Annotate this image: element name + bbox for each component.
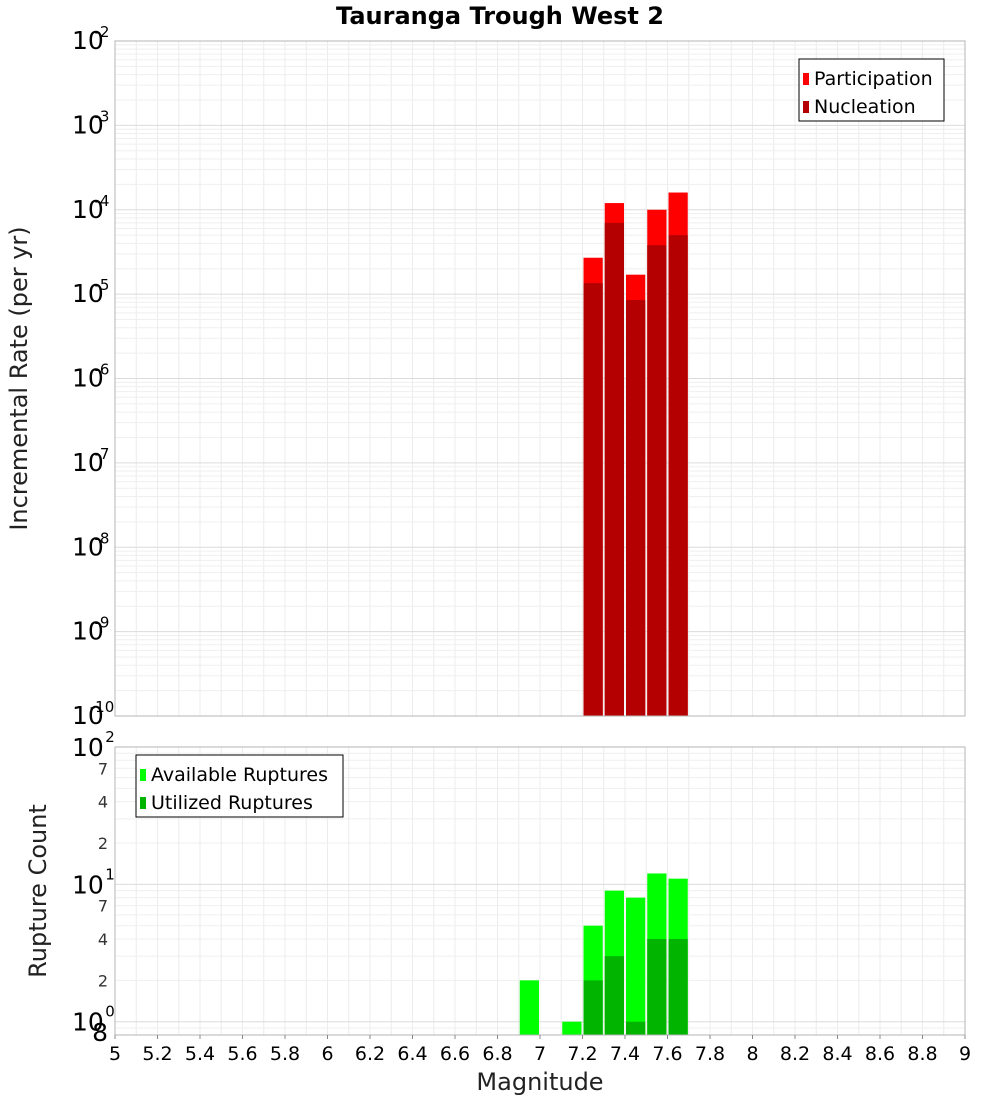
y-tick-label-base: 10	[72, 448, 104, 477]
x-tick-label: 5.2	[142, 1043, 172, 1065]
bar-available-ruptures	[519, 980, 539, 1035]
x-tick-label: 5.6	[227, 1043, 257, 1065]
x-tick-label: 6.4	[397, 1043, 427, 1065]
x-tick-label: 8.8	[907, 1043, 937, 1065]
x-tick-label: 8	[746, 1043, 758, 1065]
bar-nucleation	[668, 235, 688, 716]
y-tick-label-exponent: -4	[95, 192, 110, 210]
count-bars	[519, 873, 688, 1035]
y-tick-label-exponent: -2	[95, 23, 110, 41]
x-tick-label: 6.2	[355, 1043, 385, 1065]
legend-swatch	[803, 73, 809, 85]
y-tick-label-minor: 7	[98, 897, 108, 916]
y-tick-label-base: 10	[72, 1008, 104, 1037]
y-tick-label-base: 10	[72, 279, 104, 308]
y-tick-label-base: 10	[72, 733, 104, 762]
bar-utilized-ruptures	[604, 956, 624, 1035]
count-y-axis-label: Rupture Count	[24, 804, 52, 978]
legend-label: Participation	[814, 68, 933, 90]
bar-available-ruptures	[626, 897, 646, 1035]
bar-available-ruptures	[562, 1021, 582, 1035]
x-tick-label: 8.4	[822, 1043, 852, 1065]
x-tick-label: 8.2	[780, 1043, 810, 1065]
y-tick-label-exponent: -9	[95, 614, 110, 632]
x-tick-label: 6.8	[482, 1043, 512, 1065]
y-tick-label-minor: 8	[92, 1018, 108, 1047]
x-tick-label: 8.6	[865, 1043, 895, 1065]
y-tick-label-base: 10	[72, 532, 104, 561]
legend-label: Utilized Ruptures	[151, 792, 313, 814]
legend-label: Available Ruptures	[151, 764, 328, 786]
x-tick-label: 5	[109, 1043, 121, 1065]
y-tick-label-exponent: 0	[105, 1003, 115, 1021]
x-tick-label: 7.2	[567, 1043, 597, 1065]
chart-title: Tauranga Trough West 2	[336, 2, 664, 30]
y-tick-label-minor: 4	[98, 930, 108, 949]
bar-nucleation	[583, 283, 603, 716]
rate-y-axis-label: Incremental Rate (per yr)	[5, 226, 33, 530]
y-tick-label-base: 10	[72, 110, 104, 139]
x-tick-label: 7.4	[610, 1043, 640, 1065]
bar-nucleation	[626, 300, 646, 716]
y-tick-label-exponent: -5	[95, 276, 110, 294]
bar-nucleation	[647, 245, 667, 717]
x-tick-label: 5.8	[270, 1043, 300, 1065]
rate-bars	[583, 192, 688, 717]
y-tick-label-base: 10	[72, 870, 104, 899]
legend-swatch	[803, 101, 809, 113]
y-tick-label-base: 10	[72, 364, 104, 393]
legend-box	[135, 754, 344, 818]
y-tick-label-exponent: -10	[90, 698, 115, 716]
bar-utilized-ruptures	[626, 1021, 646, 1035]
legend-label: Nucleation	[814, 96, 916, 118]
magnitude-x-ticks: 5 5.2 5.4 5.6 5.8 6 6.2 6.4 6.6 6.8 7 7.2 7.4 7.6 7.8 8…	[109, 1035, 971, 1065]
x-tick-label: 6.6	[440, 1043, 470, 1065]
legend-swatch	[140, 797, 146, 809]
rate-legend: Participation Nucleation	[798, 58, 945, 122]
y-tick-label-minor: 7	[98, 759, 108, 778]
x-tick-label: 5.4	[185, 1043, 215, 1065]
legend-swatch	[140, 769, 146, 781]
y-tick-label-base: 10	[72, 26, 104, 55]
x-tick-label: 6	[321, 1043, 333, 1065]
bar-utilized-ruptures	[668, 939, 688, 1035]
y-tick-label-exponent: -6	[95, 361, 110, 379]
x-tick-label: 7.8	[695, 1043, 725, 1065]
y-tick-label-base: 10	[72, 701, 104, 730]
y-tick-label-exponent: -3	[95, 107, 110, 125]
x-tick-label: 7	[534, 1043, 546, 1065]
y-tick-label-exponent: 1	[105, 865, 115, 883]
bar-utilized-ruptures	[647, 939, 667, 1035]
x-tick-label: 7.6	[652, 1043, 682, 1065]
y-tick-label-exponent: -8	[95, 529, 110, 547]
rate-plot-frame	[114, 40, 966, 717]
y-tick-label-base: 10	[72, 195, 104, 224]
bar-nucleation	[604, 222, 624, 716]
y-tick-label-base: 10	[72, 617, 104, 646]
count-legend: Available Ruptures Utilized Ruptures	[135, 754, 344, 818]
x-tick-label: 9	[959, 1043, 971, 1065]
y-tick-label-minor: 4	[98, 793, 108, 812]
x-axis-label: Magnitude	[476, 1068, 603, 1096]
y-tick-label-minor: 2	[98, 834, 108, 853]
y-tick-label-exponent: 2	[105, 728, 115, 746]
legend-box	[798, 58, 945, 122]
rate-grid	[114, 40, 966, 717]
y-tick-label-exponent: -7	[95, 445, 110, 463]
bar-utilized-ruptures	[583, 980, 603, 1035]
y-tick-label-minor: 2	[98, 971, 108, 990]
